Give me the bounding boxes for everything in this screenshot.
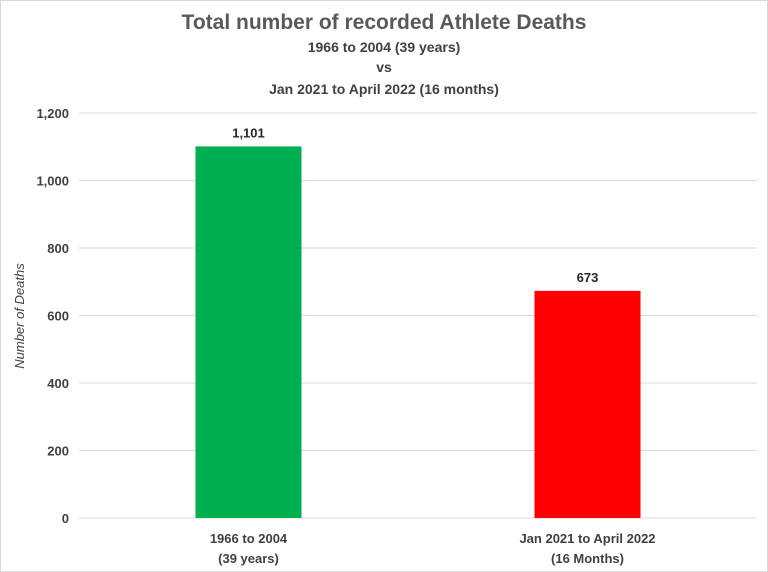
bar	[195, 146, 302, 518]
y-tick-label: 1,200	[36, 106, 69, 121]
bar	[534, 290, 641, 518]
gridlines	[79, 112, 757, 519]
x-category-label-line-2: (16 Months)	[551, 551, 624, 566]
data-label: 1,101	[232, 125, 265, 140]
y-tick-label: 600	[47, 309, 69, 324]
y-tick-label: 200	[47, 444, 69, 459]
y-axis-title: Number of Deaths	[12, 263, 27, 369]
bars	[195, 146, 641, 518]
x-category-label-line-1: Jan 2021 to April 2022	[519, 531, 655, 546]
y-tick-label: 0	[62, 511, 69, 526]
chart-subtitle-line-3: Jan 2021 to April 2022 (16 months)	[269, 81, 499, 97]
y-tick-label: 400	[47, 376, 69, 391]
x-category-label-line-2: (39 years)	[218, 551, 279, 566]
chart-subtitle-line-2: vs	[376, 59, 392, 75]
x-axis-category-labels: 1966 to 2004 (39 years) Jan 2021 to April …	[210, 531, 656, 566]
chart-title: Total number of recorded Athlete Deaths	[182, 11, 587, 34]
y-axis-tick-labels: 0 200 400 600 800 1,000 1,200	[36, 106, 69, 526]
data-label: 673	[577, 270, 599, 285]
data-labels: 1,101 673	[232, 125, 598, 284]
chart-subtitle-line-1: 1966 to 2004 (39 years)	[308, 39, 461, 55]
x-category-label-line-1: 1966 to 2004	[210, 531, 288, 546]
y-tick-label: 1,000	[36, 174, 69, 189]
y-tick-label: 800	[47, 241, 69, 256]
